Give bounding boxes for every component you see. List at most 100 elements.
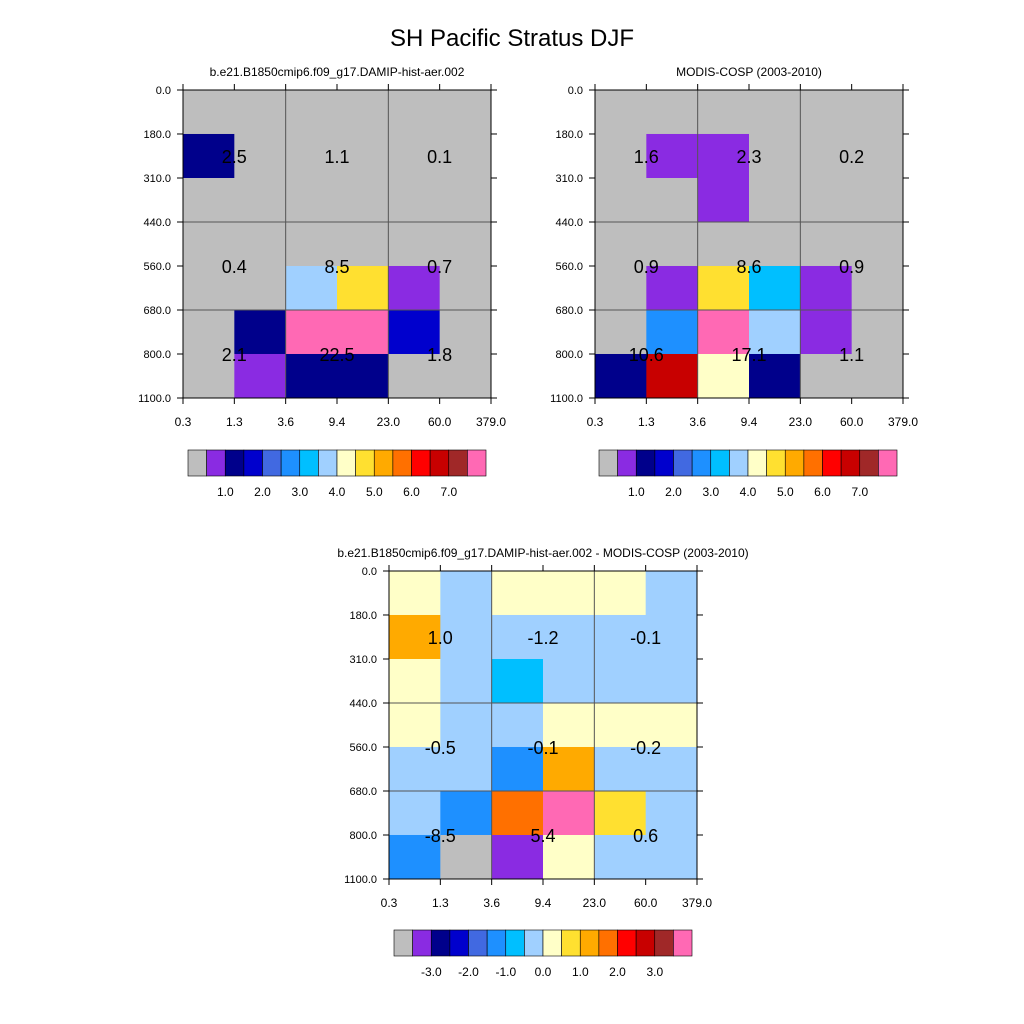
box-value-label: 5.4 <box>530 826 555 846</box>
colorbar-swatch <box>393 929 413 957</box>
x-tick-label: 3.6 <box>277 415 294 429</box>
colorbar-label: 1.0 <box>217 485 234 499</box>
colorbar: 1.0 2.0 3.0 4.0 5.0 6.0 7.0 <box>187 449 487 499</box>
colorbar-swatch <box>187 449 207 477</box>
colorbar-swatch <box>859 449 879 477</box>
colorbar-swatch <box>392 449 412 477</box>
heatmap-cell <box>646 265 699 311</box>
y-tick-label: 800.0 <box>143 349 171 361</box>
colorbar-swatch <box>468 929 488 957</box>
colorbar-swatch <box>766 449 786 477</box>
colorbar-swatch <box>505 929 525 957</box>
heatmap-cell <box>234 133 287 179</box>
colorbar-swatch <box>411 449 431 477</box>
heatmap-cell <box>183 90 235 135</box>
y-tick-label: 560.0 <box>143 261 171 273</box>
heatmap-cell <box>851 353 904 399</box>
heatmap-cell <box>439 265 492 311</box>
figure-title: SH Pacific Stratus DJF <box>390 25 634 52</box>
heatmap-cell <box>234 178 287 223</box>
y-tick-label: 0.0 <box>568 85 583 97</box>
heatmap-cell <box>851 178 904 223</box>
x-tick-label: 3.6 <box>483 896 500 910</box>
box-value-label: -1.2 <box>527 628 558 648</box>
heatmap-cell <box>440 703 493 748</box>
heatmap-cell <box>697 178 750 223</box>
y-tick-label: 1100.0 <box>344 874 377 886</box>
heatmap-cell <box>183 133 235 179</box>
heatmap-cell <box>645 659 698 704</box>
colorbar-label: 7.0 <box>440 485 457 499</box>
heatmap-cell <box>388 310 441 355</box>
heatmap-cell <box>439 133 492 179</box>
heatmap-cell <box>697 222 750 267</box>
colorbar-swatch <box>430 929 451 957</box>
heatmap-cell <box>851 90 904 135</box>
colorbar-label: 0.0 <box>535 965 552 979</box>
heatmap-cell <box>800 133 853 179</box>
y-tick-label: 680.0 <box>555 305 583 317</box>
colorbar-swatch <box>635 449 656 477</box>
heatmap-cell <box>439 353 492 399</box>
colorbar-swatch <box>318 449 338 477</box>
box-value-label: 0.9 <box>839 257 864 277</box>
heatmap-cell <box>543 659 595 704</box>
heatmap-cell <box>800 265 853 311</box>
heatmap-cell <box>439 90 492 135</box>
heatmap-cell <box>543 834 595 880</box>
colorbar-swatch <box>673 449 693 477</box>
box-value-label: 0.2 <box>839 147 864 167</box>
heatmap-cell <box>285 90 338 135</box>
colorbar-label: 1.0 <box>572 965 589 979</box>
heatmap-cell <box>646 133 699 179</box>
colorbar-label: 2.0 <box>609 965 626 979</box>
colorbar-swatch <box>449 929 469 957</box>
x-tick-label: 60.0 <box>840 415 864 429</box>
heatmap-cell <box>183 222 235 267</box>
colorbar-label: 6.0 <box>403 485 420 499</box>
heatmap-cell <box>389 746 441 792</box>
heatmap-cell <box>183 310 235 355</box>
heatmap-cell <box>646 222 699 267</box>
y-tick-label: 440.0 <box>349 698 377 710</box>
y-tick-label: 0.0 <box>156 85 171 97</box>
heatmap-cell <box>595 310 647 355</box>
colorbar-swatch <box>598 449 618 477</box>
heatmap-cell <box>595 133 647 179</box>
heatmap-cell <box>800 310 853 355</box>
heatmap-cell <box>440 746 493 792</box>
heatmap-cell <box>594 791 647 836</box>
heatmap-cell <box>439 310 492 355</box>
heatmap-cell <box>337 310 389 355</box>
y-tick-label: 560.0 <box>555 261 583 273</box>
heatmap-cell <box>337 222 389 267</box>
heatmap-cell <box>491 791 544 836</box>
heatmap-cell <box>234 310 287 355</box>
colorbar-swatch <box>524 929 544 957</box>
panel-subtitle: b.e21.B1850cmip6.f09_g17.DAMIP-hist-aer.… <box>337 546 748 560</box>
x-tick-label: 1.3 <box>638 415 655 429</box>
heatmap-cell <box>594 659 647 704</box>
heatmap-cell <box>543 614 595 660</box>
heatmap-cell <box>800 353 853 399</box>
colorbar-label: 5.0 <box>366 485 383 499</box>
heatmap-cell <box>285 353 338 399</box>
colorbar-swatch <box>299 449 319 477</box>
y-tick-label: 180.0 <box>555 129 583 141</box>
heatmap-cell <box>389 659 441 704</box>
heatmap-cell <box>285 178 338 223</box>
colorbar-label: 6.0 <box>814 485 831 499</box>
colorbar-swatch <box>355 449 375 477</box>
box-value-label: 1.0 <box>428 628 453 648</box>
heatmap-cell <box>491 746 544 792</box>
x-tick-label: 9.4 <box>741 415 758 429</box>
heatmap-cell <box>749 133 801 179</box>
colorbar-label: 4.0 <box>740 485 757 499</box>
heatmap-cell <box>851 310 904 355</box>
heatmap-cell <box>595 90 647 135</box>
box-value-label: 0.6 <box>633 826 658 846</box>
box-value-label: 1.6 <box>634 147 659 167</box>
x-tick-label: 9.4 <box>329 415 346 429</box>
x-tick-label: 379.0 <box>888 415 918 429</box>
colorbar-swatch <box>710 449 730 477</box>
